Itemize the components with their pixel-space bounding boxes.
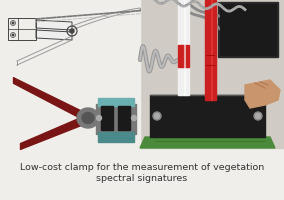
Circle shape — [70, 29, 74, 33]
Text: spectral signatures: spectral signatures — [96, 174, 188, 183]
Circle shape — [131, 116, 137, 120]
Circle shape — [153, 112, 161, 120]
Circle shape — [254, 112, 262, 120]
Bar — [8, 18, 36, 40]
Circle shape — [12, 34, 14, 36]
Ellipse shape — [77, 108, 99, 128]
Circle shape — [12, 22, 14, 24]
Ellipse shape — [82, 112, 94, 123]
Circle shape — [154, 114, 160, 118]
Bar — [220, 4, 276, 55]
Bar — [98, 98, 134, 106]
Bar — [150, 95, 265, 137]
Bar — [140, 0, 284, 148]
Bar — [96, 104, 136, 134]
Bar — [178, 45, 189, 67]
Bar — [178, 0, 189, 95]
Bar — [101, 106, 113, 130]
Bar — [0, 0, 140, 155]
Text: Low-cost clamp for the measurement of vegetation: Low-cost clamp for the measurement of ve… — [20, 163, 264, 172]
Polygon shape — [36, 20, 72, 30]
Polygon shape — [245, 80, 280, 108]
Circle shape — [256, 114, 260, 118]
Polygon shape — [140, 137, 275, 148]
Polygon shape — [36, 30, 72, 40]
Bar — [205, 0, 216, 100]
Circle shape — [97, 116, 101, 120]
Bar — [218, 2, 278, 57]
Bar — [98, 132, 134, 142]
Bar — [118, 106, 130, 130]
